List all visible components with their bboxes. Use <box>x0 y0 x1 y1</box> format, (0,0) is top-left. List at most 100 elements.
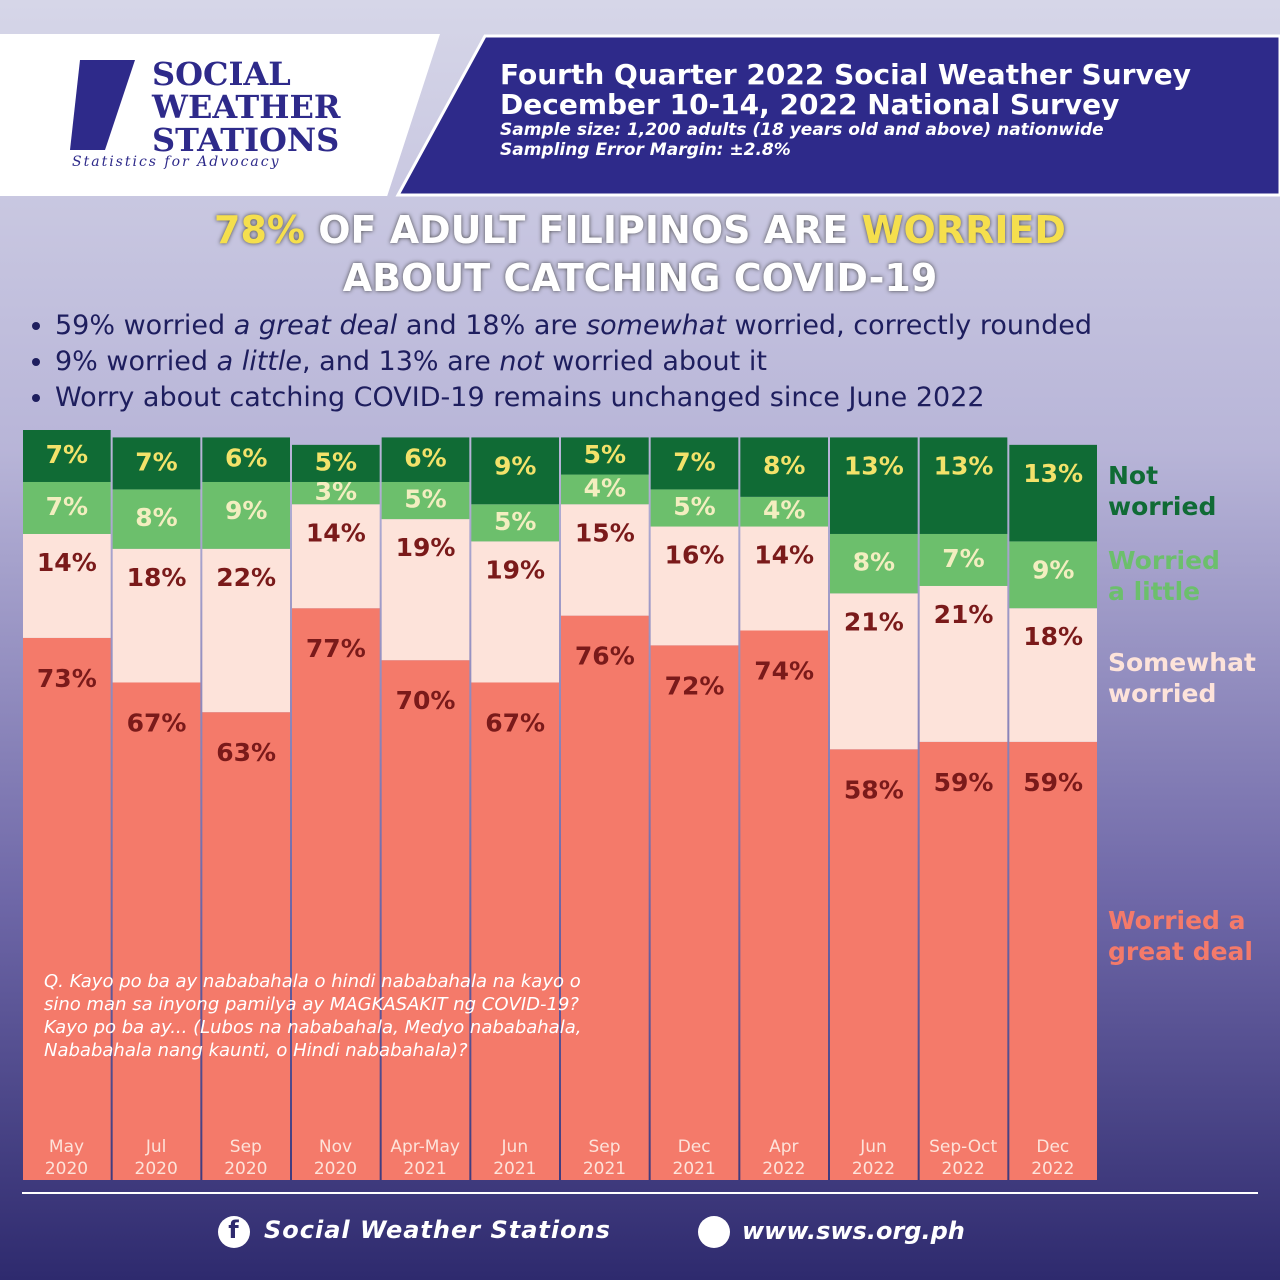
value-label: 6% <box>225 444 267 473</box>
value-label: 76% <box>575 642 635 671</box>
bar-segment <box>830 749 918 1180</box>
bullet-part: not <box>499 346 544 377</box>
bar-segment <box>561 437 649 475</box>
value-label: 13% <box>844 451 904 480</box>
bullet-part: worried, correctly rounded <box>725 310 1092 341</box>
value-label: 18% <box>127 563 187 592</box>
fb-icon: f <box>218 1216 250 1248</box>
value-label: 19% <box>396 533 456 562</box>
bar-segment <box>202 437 290 482</box>
bar-segment <box>561 504 649 616</box>
globe-icon <box>698 1216 730 1248</box>
value-label: 59% <box>934 768 994 797</box>
sample-size: Sample size: 1,200 adults (18 years old … <box>500 120 1104 140</box>
survey-subtitle: December 10-14, 2022 National Survey <box>500 88 1120 121</box>
bullet-part: somewhat <box>586 310 726 341</box>
value-label: 67% <box>127 708 187 737</box>
bar-segment <box>202 712 290 1180</box>
headline-part: OF ADULT FILIPINOS ARE <box>318 208 849 252</box>
bar-segment <box>23 430 111 482</box>
bar-segment <box>561 474 649 505</box>
survey-title: Fourth Quarter 2022 Social Weather Surve… <box>500 58 1191 91</box>
logo-panel <box>0 34 440 196</box>
bar-segment <box>919 585 1008 742</box>
bar-segment <box>112 437 201 490</box>
value-label: 7% <box>673 447 715 476</box>
bar-segment <box>23 481 111 534</box>
value-label: 9% <box>494 451 536 480</box>
bar-segment <box>202 548 290 713</box>
value-label: 5% <box>673 492 715 521</box>
value-label: 9% <box>1032 555 1074 584</box>
bar-segment <box>292 608 380 1180</box>
value-label: 14% <box>306 518 366 547</box>
value-label: 58% <box>844 775 904 804</box>
bullet-part: a little <box>216 346 302 377</box>
bar-segment <box>112 682 201 1180</box>
value-label: 21% <box>844 607 904 636</box>
error-margin: Sampling Error Margin: ±2.8% <box>500 140 791 160</box>
value-label: 14% <box>754 541 814 570</box>
bar-segment <box>919 437 1008 534</box>
bar-segment <box>23 533 111 638</box>
logo-mark <box>70 60 135 150</box>
bullet-part: worried about it <box>543 346 767 377</box>
x-tick-label: Sep 2020 <box>224 1137 268 1179</box>
value-label: 14% <box>37 548 97 577</box>
logo-line: SOCIAL <box>152 55 291 93</box>
bar-segment <box>471 682 559 1180</box>
legend-entry: Worried a great deal <box>1108 906 1253 966</box>
bar-segment <box>112 548 201 683</box>
value-label: 73% <box>37 664 97 693</box>
question-note: Q. Kayo po ba ay nababahala o hindi naba… <box>44 971 582 1061</box>
legend-entry: Not worried <box>1108 461 1217 521</box>
header-panel <box>395 34 1280 197</box>
bar-segment <box>202 481 290 549</box>
bar-segment <box>381 437 470 482</box>
value-label: 7% <box>135 447 177 476</box>
bar-segment <box>650 437 739 490</box>
value-label: 16% <box>665 541 725 570</box>
fb-text: Social Weather Stations <box>264 1216 611 1244</box>
value-label: 5% <box>404 485 446 514</box>
footer-fb: f Social Weather Stations <box>218 1216 611 1248</box>
x-tick-label: Jul 2020 <box>134 1137 178 1179</box>
bar-segment <box>740 437 828 497</box>
bar-segment <box>471 504 559 542</box>
bar-segment <box>919 741 1008 1180</box>
bullet-part: 59% worried <box>55 310 234 341</box>
footer-web: www.sws.org.ph <box>698 1216 965 1248</box>
bar-segment <box>292 504 380 609</box>
headline-part: WORRIED <box>861 208 1066 252</box>
bar-segment <box>1009 741 1097 1180</box>
bar-segment <box>292 444 380 482</box>
x-tick-label: Jun 2021 <box>493 1137 537 1179</box>
bar-segment <box>740 630 828 1180</box>
bar-segment <box>381 481 470 520</box>
logo-text: SOCIAL WEATHER STATIONS <box>152 58 340 157</box>
bar-segment <box>830 593 918 750</box>
bar-segment <box>650 489 739 527</box>
value-label: 8% <box>135 503 177 532</box>
bar-segment <box>1009 444 1097 542</box>
value-label: 5% <box>494 507 536 536</box>
value-label: 8% <box>853 548 895 577</box>
bar-segment <box>830 533 918 594</box>
bullet-part: , and 13% are <box>302 346 500 377</box>
bar-segment <box>830 437 918 534</box>
bullets: 59% worried a great deal and 18% are som… <box>0 308 1092 416</box>
bar-segment <box>650 526 739 646</box>
bar-segment <box>1009 608 1097 742</box>
x-tick-label: Nov 2020 <box>313 1137 358 1179</box>
value-label: 63% <box>216 738 276 767</box>
legend-entry: Worried a little <box>1108 546 1220 606</box>
bar-segment <box>561 615 649 1180</box>
headline: 78% OF ADULT FILIPINOS ARE WORRIED ABOUT … <box>0 206 1280 302</box>
bar-segment <box>292 481 380 505</box>
value-label: 4% <box>763 496 805 525</box>
bar-segment <box>381 660 470 1180</box>
x-tick-label: May 2020 <box>44 1137 89 1179</box>
value-label: 6% <box>404 444 446 473</box>
